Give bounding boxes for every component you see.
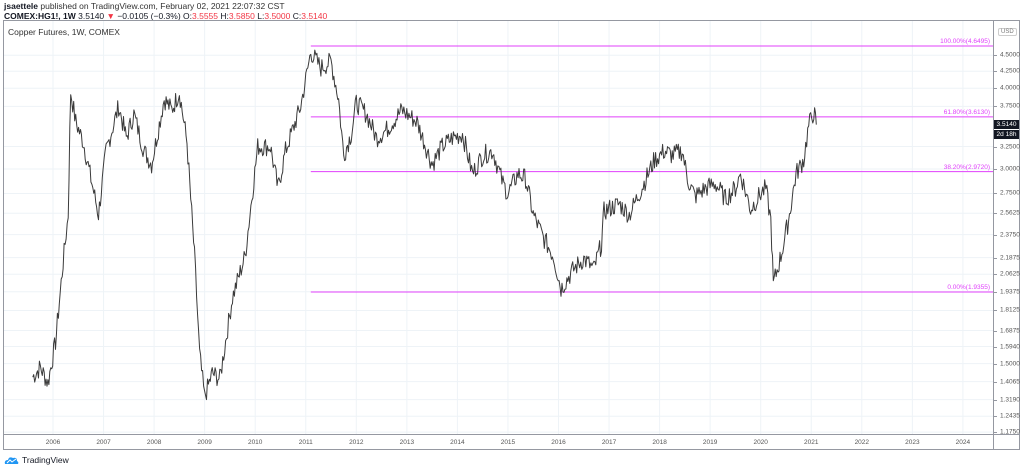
price-tick-mark bbox=[993, 330, 997, 332]
price-tick-label: 3.0000 bbox=[1000, 165, 1020, 173]
price-tick-mark bbox=[993, 234, 997, 236]
time-axis[interactable] bbox=[4, 434, 1019, 450]
price-tick-mark bbox=[993, 193, 997, 195]
price-tick-label: 2.0625 bbox=[1000, 270, 1020, 278]
price-tick-label: 4.0000 bbox=[1000, 84, 1020, 92]
fib-level-label: 0.00%(1.9355) bbox=[947, 284, 990, 292]
time-tick-label: 2019 bbox=[702, 439, 718, 446]
price-tick-mark bbox=[993, 274, 997, 276]
price-tick-label: 2.5625 bbox=[1000, 209, 1020, 217]
tradingview-logo-text: TradingView bbox=[22, 455, 69, 465]
price-tick-label: 1.5000 bbox=[1000, 360, 1020, 368]
time-tick-label: 2022 bbox=[854, 439, 870, 446]
time-tick-label: 2006 bbox=[45, 439, 61, 446]
tradingview-cloud-icon bbox=[4, 456, 19, 464]
price-tick-label: 2.7500 bbox=[1000, 189, 1020, 197]
low-label: L: bbox=[257, 11, 265, 21]
price-tick-label: 3.7500 bbox=[1000, 102, 1020, 110]
high-label: H: bbox=[220, 11, 229, 21]
symbol: COMEX:HG1!, 1W bbox=[4, 11, 76, 21]
price-tick-label: 4.2500 bbox=[1000, 67, 1020, 75]
author-name[interactable]: jsaettele bbox=[4, 1, 39, 11]
time-tick-label: 2020 bbox=[753, 439, 768, 446]
price-tick-mark bbox=[993, 381, 997, 383]
price-tick-label: 1.2435 bbox=[1000, 412, 1020, 420]
grid-lines bbox=[4, 21, 993, 434]
symbol-info: COMEX:HG1!, 1W 3.5140 ▼ −0.0105 (−0.3%) … bbox=[4, 11, 327, 21]
fib-level-label: 38.20%(2.9720) bbox=[943, 163, 990, 171]
low-value: 3.5000 bbox=[264, 11, 291, 21]
price-tick-mark bbox=[993, 363, 997, 365]
time-tick-label: 2011 bbox=[298, 439, 313, 446]
time-tick-label: 2024 bbox=[955, 439, 971, 446]
published-text: published on TradingView.com, February 0… bbox=[40, 1, 285, 11]
price-tick-mark bbox=[993, 213, 997, 215]
time-tick-label: 2012 bbox=[349, 439, 364, 446]
chart-plot-area[interactable] bbox=[4, 21, 993, 434]
price-tick-label: 2.1875 bbox=[1000, 254, 1020, 262]
price-tick-mark bbox=[993, 346, 997, 348]
time-tick-label: 2015 bbox=[500, 439, 516, 446]
time-tick-label: 2007 bbox=[96, 439, 111, 446]
price-tick-mark bbox=[993, 432, 997, 434]
time-tick-label: 2010 bbox=[247, 439, 263, 446]
price-tick-mark bbox=[993, 291, 997, 293]
price-change: −0.0105 (−0.3%) bbox=[117, 11, 181, 21]
price-tick-mark bbox=[993, 71, 997, 73]
price-tick-mark bbox=[993, 169, 997, 171]
price-tick-mark bbox=[993, 146, 997, 148]
price-tick-label: 1.3190 bbox=[1000, 396, 1020, 404]
price-tick-mark bbox=[993, 416, 997, 418]
axis-corner-divider bbox=[993, 434, 994, 449]
price-tick-label: 2.3750 bbox=[1000, 231, 1020, 239]
down-arrow-icon: ▼ bbox=[106, 11, 115, 21]
price-tick-mark bbox=[993, 55, 997, 57]
price-tick-label: 1.8125 bbox=[1000, 306, 1020, 314]
chart-legend-title: Copper Futures, 1W, COMEX bbox=[8, 27, 120, 37]
time-tick-label: 2008 bbox=[146, 439, 162, 446]
time-tick-label: 2017 bbox=[601, 439, 617, 446]
price-tick-label: 1.6875 bbox=[1000, 327, 1020, 335]
bar-countdown-tag: 2d 18h bbox=[994, 129, 1019, 139]
chart-frame bbox=[3, 20, 1020, 450]
price-axis[interactable] bbox=[993, 21, 1020, 434]
tradingview-logo[interactable]: TradingView bbox=[4, 455, 69, 465]
publish-info: jsaettele published on TradingView.com, … bbox=[4, 1, 285, 11]
time-tick-label: 2023 bbox=[905, 439, 920, 446]
time-tick-label: 2016 bbox=[551, 439, 566, 446]
price-tick-label: 1.5940 bbox=[1000, 343, 1020, 351]
price-tick-mark bbox=[993, 88, 997, 90]
price-tick-label: 4.5000 bbox=[1000, 51, 1020, 59]
price-tick-label: 1.1750 bbox=[1000, 428, 1020, 436]
price-tick-label: 3.2500 bbox=[1000, 143, 1020, 151]
last-price-tag: 3.5140 bbox=[994, 119, 1019, 129]
high-value: 3.5850 bbox=[228, 11, 255, 21]
price-tick-mark bbox=[993, 106, 997, 108]
time-tick-label: 2013 bbox=[399, 439, 415, 446]
price-tick-label: 1.4065 bbox=[1000, 378, 1020, 386]
open-value: 3.5555 bbox=[192, 11, 219, 21]
close-label: C: bbox=[292, 11, 302, 21]
price-tick-label: 1.9375 bbox=[1000, 288, 1020, 296]
open-label: O: bbox=[183, 11, 193, 21]
price-series bbox=[32, 49, 817, 401]
price-tick-mark bbox=[993, 257, 997, 259]
fib-level-label: 100.00%(4.6495) bbox=[940, 38, 990, 46]
price-tick-mark bbox=[993, 310, 997, 312]
price-tick-mark bbox=[993, 399, 997, 401]
currency-label: USD bbox=[998, 28, 1017, 36]
last-price: 3.5140 bbox=[78, 11, 105, 21]
close-value: 3.5140 bbox=[301, 11, 328, 21]
time-tick-label: 2009 bbox=[197, 439, 212, 446]
time-tick-label: 2014 bbox=[450, 439, 465, 446]
time-tick-label: 2021 bbox=[804, 439, 819, 446]
fib-level-label: 61.80%(3.6130) bbox=[943, 108, 990, 116]
time-tick-label: 2018 bbox=[652, 439, 667, 446]
